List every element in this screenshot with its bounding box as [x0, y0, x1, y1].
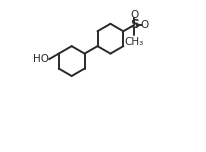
Text: S: S: [130, 18, 139, 31]
Text: CH₃: CH₃: [125, 37, 144, 47]
Text: O: O: [130, 10, 138, 20]
Text: HO: HO: [33, 54, 49, 64]
Text: O: O: [141, 20, 149, 30]
